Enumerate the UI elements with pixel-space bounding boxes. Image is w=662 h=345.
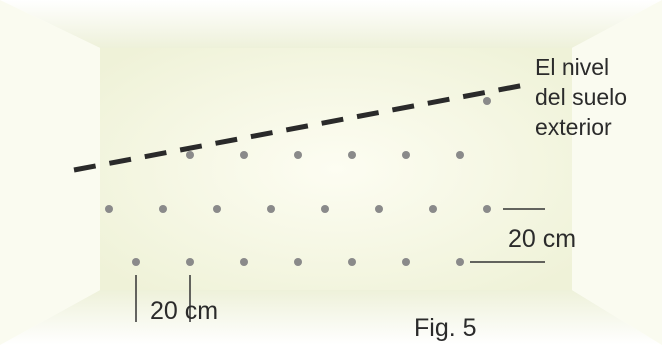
dot <box>294 258 302 266</box>
ground-level-label-line: El nivel <box>535 54 610 80</box>
left-side-wall <box>0 0 100 345</box>
dot <box>348 151 356 159</box>
dot <box>375 205 383 213</box>
dot <box>186 151 194 159</box>
dot <box>483 205 491 213</box>
dot <box>456 258 464 266</box>
ground-level-label: El nivel del suelo exterior <box>535 52 627 142</box>
dot <box>186 258 194 266</box>
floor-surface <box>0 290 662 345</box>
dot-row-bottom <box>132 258 464 266</box>
dot-row-middle <box>105 205 491 213</box>
dot <box>240 258 248 266</box>
back-wall <box>100 48 572 290</box>
ground-level-label-line: del suelo <box>535 84 628 110</box>
dot <box>402 151 410 159</box>
dot <box>402 258 410 266</box>
dot <box>483 97 491 105</box>
dot <box>456 151 464 159</box>
dot <box>348 258 356 266</box>
ceiling-surface <box>0 0 662 48</box>
dot <box>267 205 275 213</box>
ground-level-dashed-line <box>73 81 531 173</box>
dot <box>321 205 329 213</box>
dot-row-top <box>186 97 491 159</box>
dot <box>105 205 113 213</box>
dot <box>159 205 167 213</box>
horizontal-spacing-label: 20 cm <box>150 297 219 325</box>
dot <box>132 258 140 266</box>
dot <box>240 151 248 159</box>
dot <box>213 205 221 213</box>
dot <box>429 205 437 213</box>
right-side-wall <box>572 0 662 345</box>
dot <box>294 151 302 159</box>
vertical-spacing-label: 20 cm <box>508 225 577 253</box>
ground-level-label-line: exterior <box>535 114 612 140</box>
figure-caption: Fig. 5 <box>414 314 477 342</box>
